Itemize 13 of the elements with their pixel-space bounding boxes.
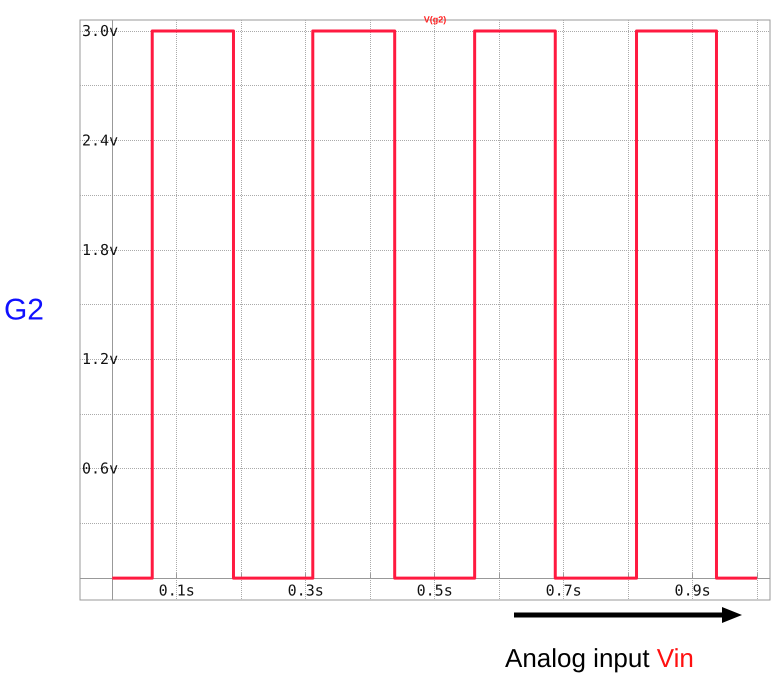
x-tick-label: 0.1s [158,582,195,600]
y-tick-label: 1.8v [82,240,118,259]
y-tick-label: 3.0v [82,22,118,40]
x-tick-label: 0.3s [288,582,324,600]
x-tick-label: 0.9s [674,582,711,600]
x-axis-title: Analog input Vin [505,643,694,673]
y-tick-label: 2.4v [82,131,118,150]
chart-title: V(g2) [424,14,446,24]
y-axis-title: G2 [4,294,44,326]
y-tick-label: 0.6v [82,460,118,478]
x-tick-label: 0.7s [546,582,582,600]
y-tick-label: 1.2v [82,350,118,368]
x-tick-label: 0.5s [416,582,453,600]
